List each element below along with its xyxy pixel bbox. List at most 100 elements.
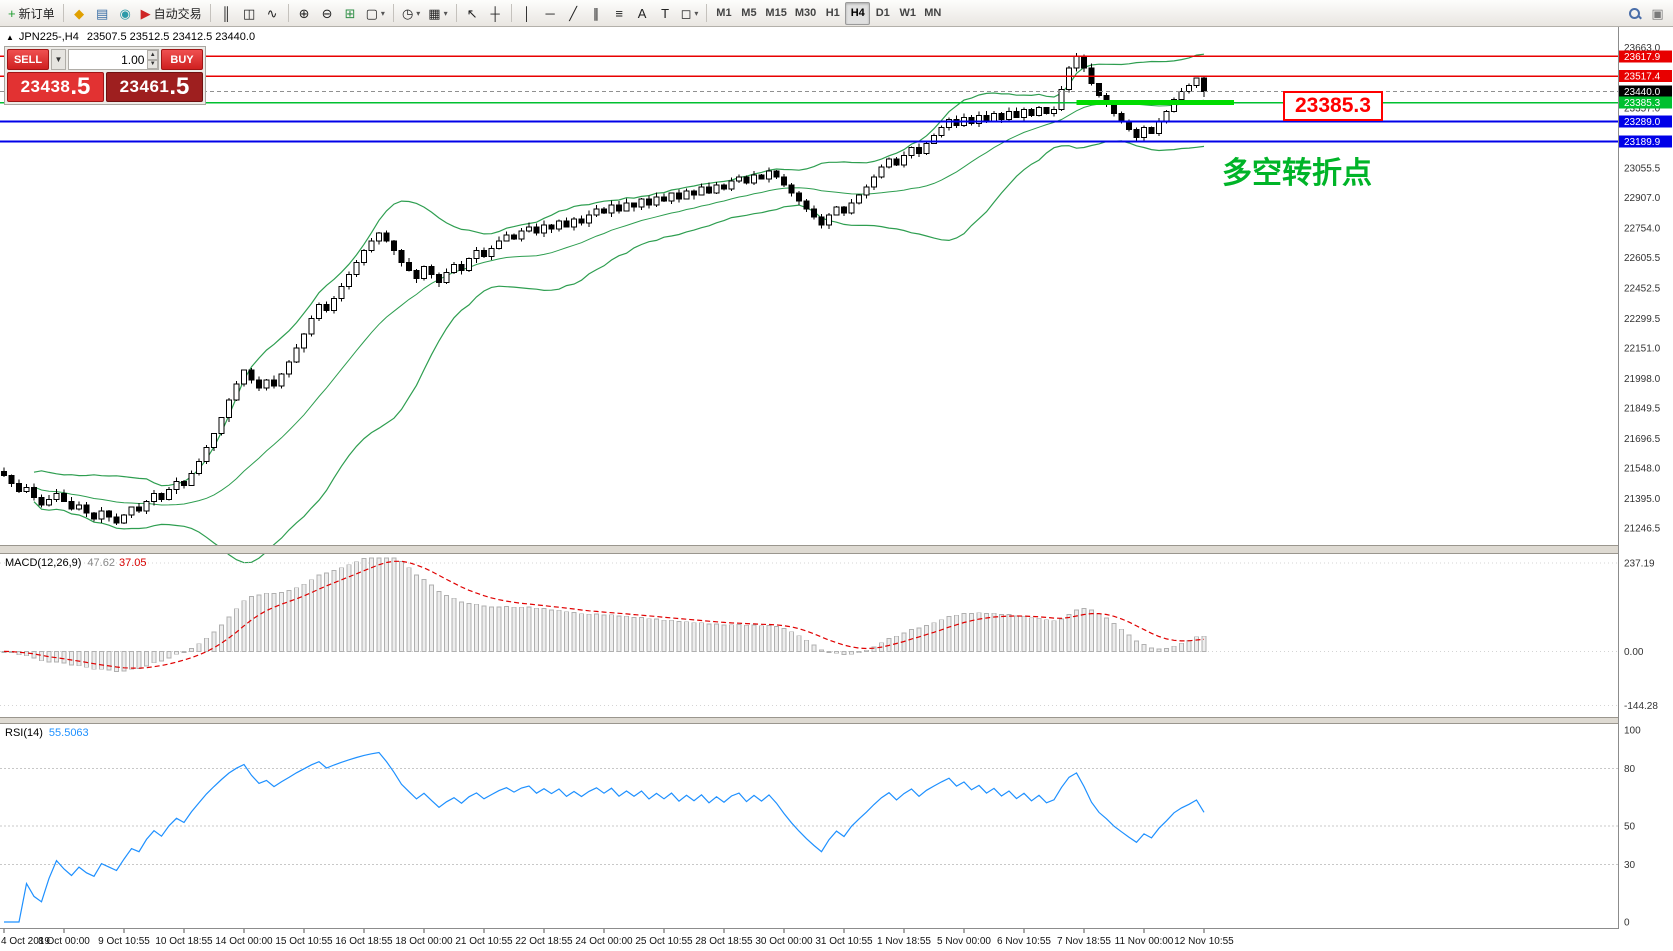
timeframe-m15-button[interactable]: M15 [761, 2, 790, 25]
timeframe-mn-button[interactable]: MN [920, 2, 945, 25]
timeframe-w1-button[interactable]: W1 [895, 2, 920, 25]
sell-button[interactable]: SELL [7, 49, 49, 70]
timeframe-h1-button[interactable]: H1 [820, 2, 845, 25]
svg-text:21696.5: 21696.5 [1624, 434, 1661, 445]
svg-text:22151.0: 22151.0 [1624, 343, 1661, 354]
zoom-in-button[interactable]: ⊕ [293, 2, 316, 25]
text-button[interactable]: A [631, 2, 654, 25]
rsi-name: RSI(14) [5, 727, 43, 739]
svg-text:31 Oct 10:55: 31 Oct 10:55 [815, 936, 873, 947]
svg-text:23357.0: 23357.0 [1624, 104, 1661, 115]
svg-text:7 Nov 18:55: 7 Nov 18:55 [1057, 936, 1111, 947]
turning-point-annotation[interactable]: 多空转折点 [1222, 157, 1372, 190]
svg-text:5 Nov 00:00: 5 Nov 00:00 [937, 936, 991, 947]
channel-icon: ∥ [592, 5, 600, 21]
svg-text:16 Oct 18:55: 16 Oct 18:55 [335, 936, 393, 947]
line-chart-type-icon: ∿ [266, 5, 278, 21]
horizontal-line-icon: ─ [545, 5, 555, 21]
bar-chart-type-button[interactable]: ║ [215, 2, 238, 25]
svg-text:23055.5: 23055.5 [1624, 164, 1661, 175]
trade-panel-toggle-icon[interactable]: ▲ [6, 33, 14, 42]
cursor-button[interactable]: ↖ [461, 2, 484, 25]
toolbar-right-group: ▣ [1623, 2, 1669, 25]
svg-text:23617.9: 23617.9 [1624, 52, 1661, 63]
rsi-value: 55.5063 [48, 727, 89, 739]
grid-icon: ⊞ [344, 5, 356, 21]
shapes-icon: ◻ [680, 5, 692, 21]
chevron-down-icon: ▾ [443, 8, 448, 18]
toolbar-separator [209, 4, 211, 22]
toolbar-separator [510, 4, 512, 22]
chart-symbol-period: JPN225-,H4 [18, 31, 79, 43]
chart-ohlc-values: 23507.5 23512.5 23412.5 23440.0 [86, 31, 256, 43]
trendline-icon: ╱ [569, 5, 578, 21]
fibonacci-button[interactable]: ≡ [608, 2, 631, 25]
buy-button[interactable]: BUY [161, 49, 203, 70]
crosshair-button[interactable]: ┼ [484, 2, 507, 25]
grid-button[interactable]: ⊞ [339, 2, 362, 25]
tile-windows-button[interactable]: ▢ ▾ [362, 2, 389, 25]
timeframe-m30-button[interactable]: M30 [791, 2, 820, 25]
market-watch-button[interactable]: ◉ [114, 2, 137, 25]
profiles-icon: ◆ [74, 5, 85, 21]
toolbar-separator [455, 4, 457, 22]
chart-switch-button[interactable]: ▣ [1646, 2, 1669, 25]
profiles-button[interactable]: ◆ [68, 2, 91, 25]
timeframe-m5-button[interactable]: M5 [736, 2, 761, 25]
svg-text:24 Oct 00:00: 24 Oct 00:00 [575, 936, 633, 947]
vertical-line-button[interactable]: │ [516, 2, 539, 25]
sell-price-fraction: .5 [70, 73, 91, 100]
fibonacci-icon: ≡ [615, 5, 623, 21]
sell-price-button[interactable]: 23438.5 [7, 72, 104, 102]
vertical-line-icon: │ [523, 5, 532, 21]
periods-button[interactable]: ◷ ▾ [398, 2, 424, 25]
timeframe-h4-button[interactable]: H4 [845, 1, 871, 25]
search-button[interactable] [1623, 2, 1646, 25]
svg-text:14 Oct 00:00: 14 Oct 00:00 [215, 936, 273, 947]
svg-text:15 Oct 10:55: 15 Oct 10:55 [275, 936, 333, 947]
svg-text:22605.5: 22605.5 [1624, 253, 1661, 264]
order-type-dropdown[interactable]: ▼ [51, 49, 66, 70]
text-label-button[interactable]: T [654, 2, 677, 25]
channel-button[interactable]: ∥ [585, 2, 608, 25]
svg-text:8 Oct 00:00: 8 Oct 00:00 [38, 936, 90, 947]
zoom-out-button[interactable]: ⊖ [316, 2, 339, 25]
volume-down-button[interactable]: ▼ [147, 59, 158, 69]
text-icon: A [637, 5, 647, 21]
macd-name: MACD(12,26,9) [5, 557, 82, 569]
svg-text:21 Oct 10:55: 21 Oct 10:55 [455, 936, 513, 947]
volume-up-button[interactable]: ▲ [147, 50, 158, 60]
svg-text:10 Oct 18:55: 10 Oct 18:55 [155, 936, 213, 947]
svg-text:22299.5: 22299.5 [1624, 314, 1661, 325]
timeframe-d1-button[interactable]: D1 [870, 2, 895, 25]
templates-button[interactable]: ▦ ▾ [424, 2, 451, 25]
shapes-button[interactable]: ◻ ▾ [677, 2, 703, 25]
periods-icon: ◷ [401, 5, 414, 21]
candlestick-type-button[interactable]: ◫ [238, 2, 261, 25]
trendline-button[interactable]: ╱ [562, 2, 585, 25]
new-order-button[interactable]: + 新订单 [4, 2, 59, 25]
macd-main-value: 47.62 [87, 557, 115, 569]
buy-price-button[interactable]: 23461.5 [106, 72, 203, 102]
chevron-down-icon: ▾ [416, 8, 421, 18]
svg-text:23385.3: 23385.3 [1624, 98, 1661, 109]
chevron-down-icon: ▾ [694, 8, 699, 18]
auto-trading-button-label: 自动交易 [153, 6, 202, 21]
macd-signal-value: 37.05 [118, 557, 147, 569]
svg-text:9 Oct 10:55: 9 Oct 10:55 [98, 936, 150, 947]
line-chart-type-button[interactable]: ∿ [261, 2, 284, 25]
new-order-icon: + [8, 5, 16, 21]
timeframe-m1-button[interactable]: M1 [711, 2, 736, 25]
toolbar-separator [706, 4, 708, 22]
volume-input[interactable] [69, 50, 148, 69]
rsi-indicator-label: RSI(14) 55.5063 [5, 727, 89, 739]
price-annotation-box[interactable]: 23385.3 [1283, 91, 1383, 121]
svg-text:30 Oct 00:00: 30 Oct 00:00 [755, 936, 813, 947]
svg-text:21395.0: 21395.0 [1624, 494, 1661, 505]
data-window-button[interactable]: ▤ [91, 2, 114, 25]
horizontal-line-button[interactable]: ─ [539, 2, 562, 25]
auto-trading-button[interactable]: ▶ 自动交易 [137, 2, 206, 25]
svg-text:22452.5: 22452.5 [1624, 283, 1661, 294]
chart-title-bar: ▲ JPN225-,H4 23507.5 23512.5 23412.5 23440… [6, 31, 255, 43]
